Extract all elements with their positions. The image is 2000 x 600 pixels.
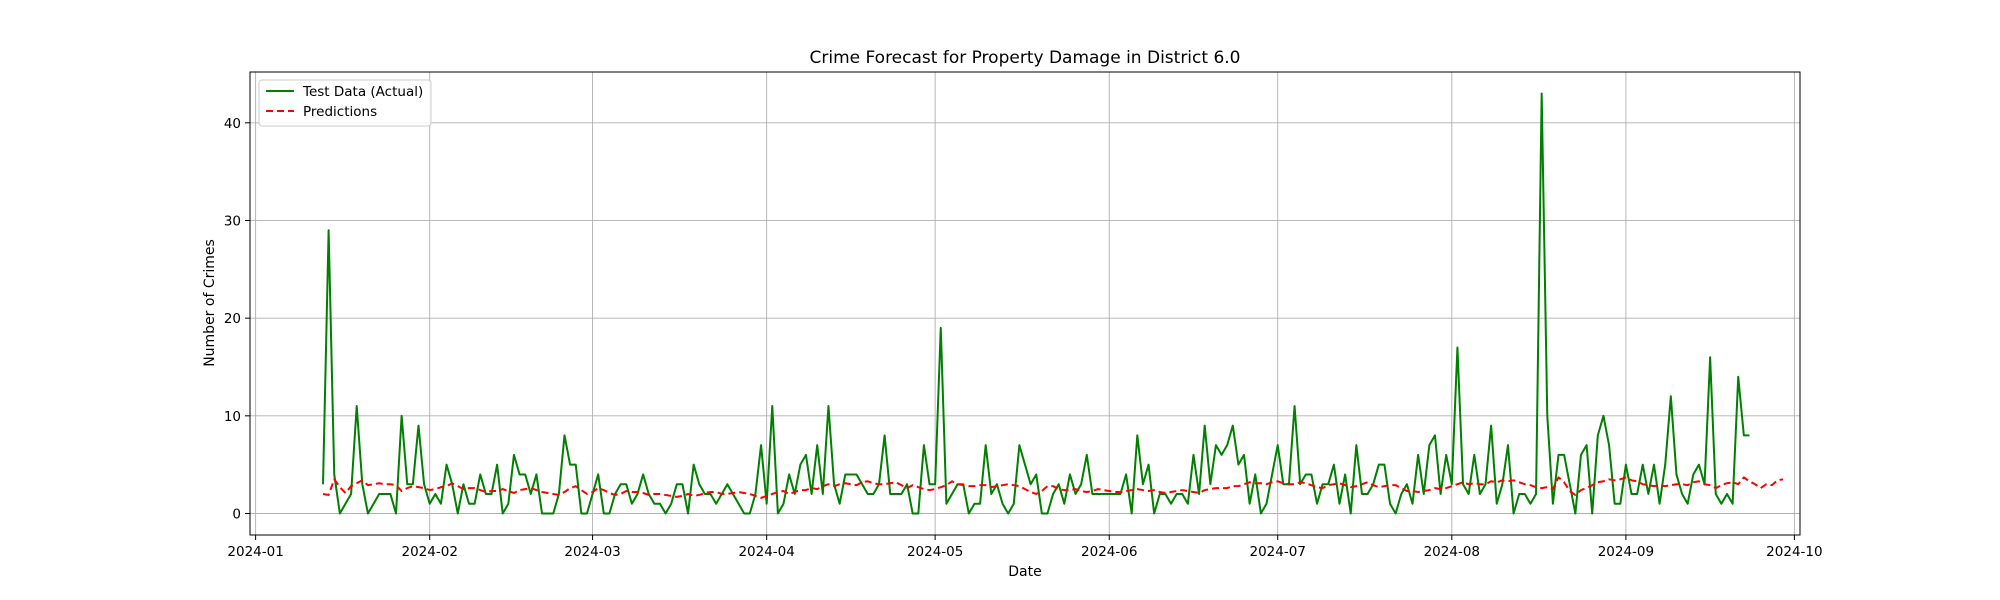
y-axis-label: Number of Crimes [202,239,218,367]
legend-box [258,79,432,127]
series-line-actual [322,92,1750,515]
plot-frame [249,71,1801,536]
x-tick-label: 2024-09 [1598,544,1654,560]
x-tick-label: 2024-06 [1081,544,1137,560]
x-tick-label: 2024-08 [1424,544,1480,560]
legend-label-actual: Test Data (Actual) [302,84,423,100]
grid [250,72,1800,535]
x-axis-label: Date [1008,564,1041,580]
y-tick-label: 0 [232,507,241,523]
y-tick-label: 20 [224,311,241,327]
x-tick-label: 2024-05 [907,544,963,560]
chart-title: Crime Forecast for Property Damage in Di… [809,48,1240,68]
x-tick-label: 2024-03 [564,544,620,560]
y-tick-label: 30 [224,213,241,229]
x-tick-label: 2024-02 [402,544,458,560]
legend-label-predictions: Predictions [303,104,377,120]
y-tick-label: 10 [224,409,241,425]
y-tick-label: 40 [224,116,241,132]
legend: Test Data (Actual) Predictions [258,79,432,127]
axes: 2024-01 2024-02 2024-03 2024-04 2024-05 2024-… [224,116,1823,560]
series-layer [322,92,1784,515]
x-tick-label: 2024-04 [738,544,794,560]
series-line-predictions [322,476,1784,499]
x-tick-label: 2024-01 [227,544,283,560]
x-tick-label: 2024-10 [1766,544,1822,560]
x-tick-label: 2024-07 [1250,544,1306,560]
